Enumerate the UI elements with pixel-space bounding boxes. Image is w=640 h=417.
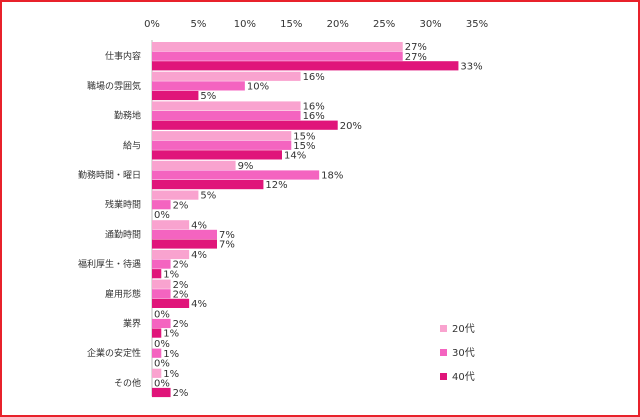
value-label: 16%	[303, 111, 325, 122]
value-label: 2%	[173, 260, 189, 271]
x-tick-label: 20%	[327, 19, 349, 30]
bar	[152, 229, 217, 239]
category-label: 勤務時間・曜日	[78, 169, 141, 181]
category-labels: 仕事内容職場の雰囲気勤務地給与勤務時間・曜日残業時間通勤時間福利厚生・待遇雇用形…	[78, 50, 141, 389]
value-label: 2%	[173, 200, 189, 211]
category-label: 雇用形態	[105, 288, 141, 300]
bar	[152, 220, 190, 230]
bar	[152, 200, 171, 210]
category-label: 業界	[123, 318, 141, 330]
legend-swatch	[440, 325, 447, 332]
value-label: 27%	[405, 52, 427, 63]
bar	[152, 90, 199, 101]
value-label: 2%	[173, 289, 189, 300]
x-tick-label: 0%	[144, 19, 160, 30]
x-tick-label: 15%	[280, 19, 302, 30]
legend-label: 30代	[452, 347, 475, 359]
x-tick-label: 35%	[466, 19, 488, 30]
bar	[152, 368, 162, 378]
category-label: 勤務地	[114, 110, 141, 122]
value-label: 4%	[191, 220, 207, 231]
category-label: 残業時間	[105, 199, 141, 211]
category-label: 給与	[123, 139, 141, 151]
value-label: 0%	[154, 210, 170, 221]
value-label: 0%	[154, 358, 170, 369]
bar	[152, 61, 459, 71]
value-labels: 27%27%33%16%10%5%16%16%20%15%15%14%9%18%…	[154, 42, 483, 399]
value-label: 18%	[321, 171, 343, 182]
value-label: 1%	[163, 349, 179, 360]
bar	[152, 387, 171, 398]
bar	[152, 328, 162, 338]
x-tick-label: 25%	[373, 19, 395, 30]
bar	[152, 150, 282, 160]
bar	[152, 249, 190, 260]
value-label: 14%	[284, 151, 306, 162]
value-label: 2%	[173, 280, 189, 291]
value-label: 16%	[303, 102, 325, 113]
value-label: 1%	[163, 329, 179, 340]
legend-label: 40代	[452, 371, 475, 383]
value-label: 4%	[191, 299, 207, 310]
value-label: 0%	[154, 379, 170, 390]
bar	[152, 170, 320, 180]
bar	[152, 160, 236, 170]
value-label: 12%	[265, 180, 287, 191]
value-label: 2%	[173, 319, 189, 330]
value-label: 0%	[154, 339, 170, 350]
bar	[152, 259, 171, 269]
x-axis-ticks: 0% 5% 10% 15% 20% 25% 30% 35%	[144, 19, 488, 30]
bar	[152, 140, 292, 150]
bar	[152, 81, 245, 91]
x-tick-label: 30%	[419, 19, 441, 30]
bar	[152, 111, 301, 121]
legend-swatch	[440, 349, 447, 356]
category-label: 企業の安定性	[87, 347, 141, 359]
value-label: 0%	[154, 310, 170, 321]
value-label: 5%	[200, 91, 216, 102]
value-label: 4%	[191, 250, 207, 261]
legend-swatch	[440, 373, 447, 380]
legend: 20代 30代 40代	[440, 323, 475, 383]
bar	[152, 348, 162, 358]
bar	[152, 239, 217, 249]
bar	[152, 190, 199, 200]
value-label: 9%	[238, 161, 254, 172]
bar	[152, 269, 162, 279]
x-tick-label: 10%	[234, 19, 256, 30]
bar	[152, 101, 301, 111]
legend-label: 20代	[452, 323, 475, 335]
bar	[152, 298, 190, 308]
bar	[152, 42, 403, 52]
value-label: 33%	[460, 61, 482, 72]
value-label: 16%	[303, 72, 325, 83]
value-label: 10%	[247, 82, 269, 93]
bar	[152, 120, 338, 130]
value-label: 27%	[405, 42, 427, 53]
bar	[152, 51, 403, 61]
value-label: 7%	[219, 240, 235, 251]
bar	[152, 131, 292, 141]
category-label: 福利厚生・待遇	[78, 258, 141, 270]
bars	[152, 42, 459, 398]
value-label: 15%	[293, 141, 315, 152]
x-tick-label: 5%	[190, 19, 206, 30]
value-label: 1%	[163, 269, 179, 280]
bar	[152, 318, 171, 329]
bar	[152, 71, 301, 81]
value-label: 20%	[340, 121, 362, 132]
value-label: 7%	[219, 230, 235, 241]
value-label: 2%	[173, 388, 189, 399]
value-label: 5%	[200, 191, 216, 202]
category-label: 通勤時間	[105, 228, 141, 240]
category-label: 職場の雰囲気	[87, 80, 141, 92]
value-label: 15%	[293, 131, 315, 142]
category-label: 仕事内容	[105, 50, 141, 62]
bar	[152, 180, 264, 190]
value-label: 1%	[163, 369, 179, 380]
category-label: その他	[114, 377, 141, 389]
bar	[152, 279, 171, 289]
bar	[152, 289, 171, 299]
